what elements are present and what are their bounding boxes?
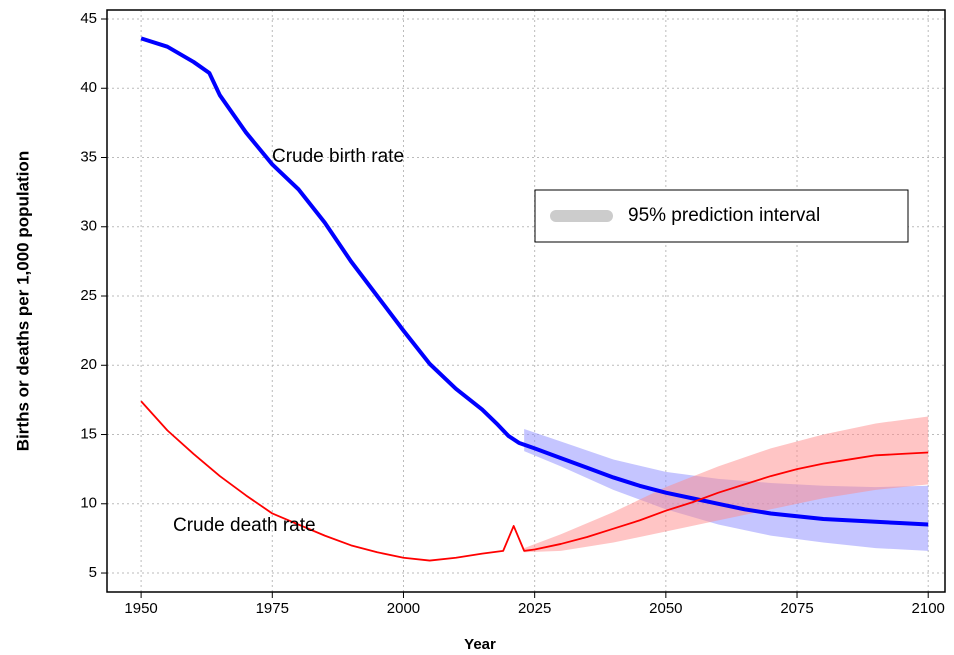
- x-tick-label: 1975: [256, 600, 289, 617]
- y-tick-label: 10: [80, 495, 97, 512]
- series-line: [140, 36, 929, 527]
- x-tick-label: 2000: [387, 600, 420, 617]
- y-tick-label: 25: [80, 287, 97, 304]
- series-line: [140, 400, 929, 562]
- prediction-band: [524, 416, 929, 553]
- y-tick-label: 20: [80, 356, 97, 373]
- x-tick-label: 2050: [649, 600, 682, 617]
- x-axis-label: Year: [464, 636, 496, 653]
- y-tick-label: 30: [80, 218, 97, 235]
- y-tick-label: 15: [80, 425, 97, 442]
- plot-frame: [106, 9, 946, 593]
- x-tick-label: 2025: [518, 600, 551, 617]
- series-annotation: Crude birth rate: [272, 146, 404, 167]
- y-tick-label: 5: [89, 564, 97, 581]
- legend-label: 95% prediction interval: [628, 205, 820, 226]
- y-axis-label: Births or deaths per 1,000 population: [13, 151, 32, 451]
- x-tick-label: 1950: [124, 600, 157, 617]
- y-tick-label: 35: [80, 148, 97, 165]
- x-tick-label: 2075: [780, 600, 813, 617]
- y-tick-label: 45: [80, 10, 97, 27]
- series-annotation: Crude death rate: [173, 515, 316, 536]
- x-tick-label: 2100: [912, 600, 945, 617]
- y-tick-label: 40: [80, 79, 97, 96]
